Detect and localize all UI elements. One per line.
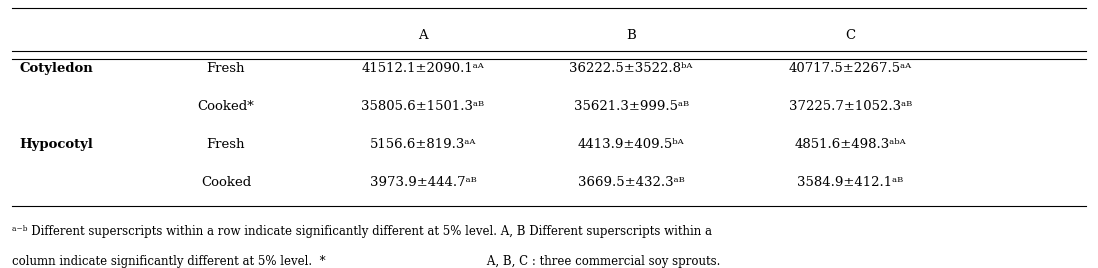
Text: 4413.9±409.5ᵇᴬ: 4413.9±409.5ᵇᴬ	[578, 138, 684, 151]
Text: Fresh: Fresh	[206, 138, 245, 151]
Text: 41512.1±2090.1ᵃᴬ: 41512.1±2090.1ᵃᴬ	[361, 62, 484, 75]
Text: 35805.6±1501.3ᵃᴮ: 35805.6±1501.3ᵃᴮ	[361, 100, 484, 113]
Text: 35621.3±999.5ᵃᴮ: 35621.3±999.5ᵃᴮ	[573, 100, 688, 113]
Text: 3669.5±432.3ᵃᴮ: 3669.5±432.3ᵃᴮ	[578, 176, 684, 189]
Text: Hypocotyl: Hypocotyl	[19, 138, 93, 151]
Text: 4851.6±498.3ᵃᵇᴬ: 4851.6±498.3ᵃᵇᴬ	[794, 138, 906, 151]
Text: A: A	[418, 29, 428, 42]
Text: 3973.9±444.7ᵃᴮ: 3973.9±444.7ᵃᴮ	[370, 176, 477, 189]
Text: 37225.7±1052.3ᵃᴮ: 37225.7±1052.3ᵃᴮ	[788, 100, 911, 113]
Text: 40717.5±2267.5ᵃᴬ: 40717.5±2267.5ᵃᴬ	[788, 62, 911, 75]
Text: B: B	[626, 29, 636, 42]
Text: 36222.5±3522.8ᵇᴬ: 36222.5±3522.8ᵇᴬ	[570, 62, 693, 75]
Text: 5156.6±819.3ᵃᴬ: 5156.6±819.3ᵃᴬ	[370, 138, 477, 151]
Text: C: C	[845, 29, 855, 42]
Text: Fresh: Fresh	[206, 62, 245, 75]
Text: Cooked*: Cooked*	[198, 100, 255, 113]
Text: column indicate significantly different at 5% level.  *                         : column indicate significantly different …	[12, 255, 720, 267]
Text: 3584.9±412.1ᵃᴮ: 3584.9±412.1ᵃᴮ	[797, 176, 904, 189]
Text: ᵃ⁻ᵇ Different superscripts within a row indicate significantly different at 5% l: ᵃ⁻ᵇ Different superscripts within a row …	[12, 225, 713, 238]
Text: Cotyledon: Cotyledon	[20, 62, 93, 75]
Text: Cooked: Cooked	[201, 176, 251, 189]
